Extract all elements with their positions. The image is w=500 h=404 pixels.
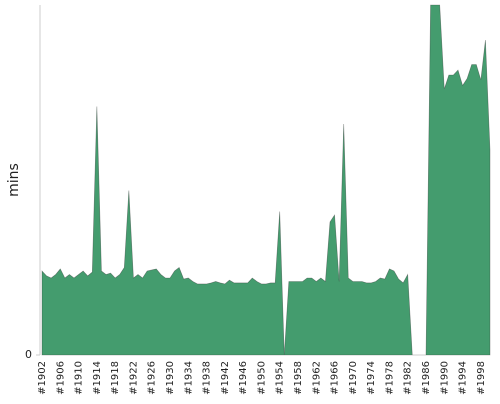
x-tick-label: #1934	[183, 361, 194, 395]
x-tick-label: #1986	[421, 361, 432, 395]
x-tick-label: #1938	[202, 361, 213, 395]
x-tick-label: #1974	[366, 361, 377, 395]
x-tick-label: #1902	[37, 361, 48, 395]
area	[41, 4, 491, 356]
x-tick-label: #1942	[220, 361, 231, 395]
y-tick-label: 0	[25, 348, 32, 361]
x-tick-label: #1966	[330, 361, 341, 395]
x-tick-label: #1910	[74, 361, 85, 395]
x-tick-label: #1906	[55, 361, 66, 395]
x-tick-label: #1958	[293, 361, 304, 395]
x-tick-label: #1918	[110, 361, 121, 395]
x-tick-label: #1962	[311, 361, 322, 395]
x-tick-label: #1970	[348, 361, 359, 395]
x-tick-label: #1926	[147, 361, 158, 395]
x-tick-label: #1990	[439, 361, 450, 395]
x-tick-label: #1914	[92, 361, 103, 395]
x-tick-label: #1950	[256, 361, 267, 395]
x-tick-label: #1994	[458, 361, 469, 395]
x-tick-label: #1930	[165, 361, 176, 395]
x-tick-label: #1998	[476, 361, 487, 395]
x-tick-label: #1982	[403, 361, 414, 395]
x-tick-label: #1978	[384, 361, 395, 395]
x-tick-label: #1946	[238, 361, 249, 395]
x-tick-label: #1954	[275, 361, 286, 395]
x-tick-label: #1922	[128, 361, 139, 395]
y-axis-label: mins	[6, 163, 22, 197]
